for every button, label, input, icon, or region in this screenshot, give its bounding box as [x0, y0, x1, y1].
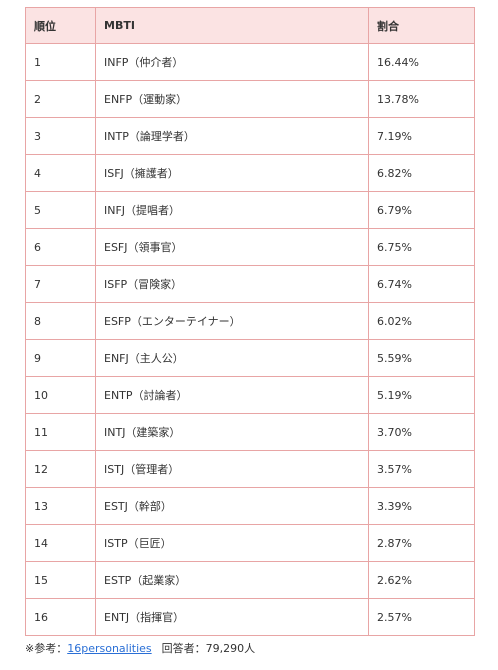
- note-prefix: ※参考：: [25, 642, 68, 655]
- mbti-type-cell: INFP（仲介者）: [95, 43, 369, 81]
- percent-cell: 6.79%: [368, 191, 475, 229]
- rank-cell: 15: [25, 561, 96, 599]
- rank-cell: 8: [25, 302, 96, 340]
- mbti-type-cell: ESTJ（幹部）: [95, 487, 369, 525]
- mbti-type-cell: ESFJ（領事官）: [95, 228, 369, 266]
- rank-cell: 2: [25, 80, 96, 118]
- table-row: 1 INFP（仲介者） 16.44%: [25, 43, 475, 81]
- table-row: 3 INTP（論理学者） 7.19%: [25, 117, 475, 155]
- percent-cell: 6.02%: [368, 302, 475, 340]
- rank-cell: 7: [25, 265, 96, 303]
- percent-cell: 6.74%: [368, 265, 475, 303]
- rank-cell: 1: [25, 43, 96, 81]
- mbti-type-cell: ISTJ（管理者）: [95, 450, 369, 488]
- percent-cell: 6.82%: [368, 154, 475, 192]
- rank-cell: 16: [25, 598, 96, 636]
- table-row: 9 ENFJ（主人公） 5.59%: [25, 339, 475, 377]
- mbti-type-cell: ESTP（起業家）: [95, 561, 369, 599]
- rank-cell: 6: [25, 228, 96, 266]
- percent-cell: 13.78%: [368, 80, 475, 118]
- percent-cell: 6.75%: [368, 228, 475, 266]
- table-row: 10 ENTP（討論者） 5.19%: [25, 376, 475, 414]
- rank-cell: 3: [25, 117, 96, 155]
- mbti-type-cell: ISFJ（擁護者）: [95, 154, 369, 192]
- table-row: 7 ISFP（冒険家） 6.74%: [25, 265, 475, 303]
- header-mbti: MBTI: [95, 7, 369, 44]
- rank-cell: 14: [25, 524, 96, 562]
- percent-cell: 5.59%: [368, 339, 475, 377]
- table-row: 15 ESTP（起業家） 2.62%: [25, 561, 475, 599]
- mbti-type-cell: INTP（論理学者）: [95, 117, 369, 155]
- table-row: 13 ESTJ（幹部） 3.39%: [25, 487, 475, 525]
- table-row: 16 ENTJ（指揮官） 2.57%: [25, 598, 475, 636]
- table-row: 12 ISTJ（管理者） 3.57%: [25, 450, 475, 488]
- mbti-type-cell: ENTP（討論者）: [95, 376, 369, 414]
- header-rank: 順位: [25, 7, 96, 44]
- percent-cell: 2.57%: [368, 598, 475, 636]
- table-header-row: 順位 MBTI 割合: [25, 7, 475, 44]
- rank-cell: 9: [25, 339, 96, 377]
- mbti-type-cell: INTJ（建築家）: [95, 413, 369, 451]
- table-body: 1 INFP（仲介者） 16.44% 2 ENFP（運動家） 13.78% 3 INTP（論理…: [25, 43, 475, 636]
- header-percent: 割合: [368, 7, 475, 44]
- mbti-type-cell: ENFJ（主人公）: [95, 339, 369, 377]
- percent-cell: 2.87%: [368, 524, 475, 562]
- percent-cell: 16.44%: [368, 43, 475, 81]
- percent-cell: 5.19%: [368, 376, 475, 414]
- table-row: 4 ISFJ（擁護者） 6.82%: [25, 154, 475, 192]
- mbti-type-cell: ENFP（運動家）: [95, 80, 369, 118]
- table-row: 14 ISTP（巨匠） 2.87%: [25, 524, 475, 562]
- ranking-table-container: 順位 MBTI 割合 1 INFP（仲介者） 16.44% 2 ENFP（運動家） 13.…: [25, 7, 475, 636]
- percent-cell: 2.62%: [368, 561, 475, 599]
- rank-cell: 4: [25, 154, 96, 192]
- mbti-type-cell: ESFP（エンターテイナー）: [95, 302, 369, 340]
- mbti-ranking-table: 順位 MBTI 割合 1 INFP（仲介者） 16.44% 2 ENFP（運動家） 13.…: [25, 7, 475, 636]
- table-row: 11 INTJ（建築家） 3.70%: [25, 413, 475, 451]
- percent-cell: 3.70%: [368, 413, 475, 451]
- percent-cell: 7.19%: [368, 117, 475, 155]
- percent-cell: 3.57%: [368, 450, 475, 488]
- table-row: 8 ESFP（エンターテイナー） 6.02%: [25, 302, 475, 340]
- rank-cell: 10: [25, 376, 96, 414]
- rank-cell: 12: [25, 450, 96, 488]
- rank-cell: 5: [25, 191, 96, 229]
- percent-cell: 3.39%: [368, 487, 475, 525]
- respondent-count: 回答者：79,290人: [161, 642, 256, 655]
- table-row: 2 ENFP（運動家） 13.78%: [25, 80, 475, 118]
- source-link[interactable]: 16personalities: [67, 642, 152, 655]
- table-row: 6 ESFJ（領事官） 6.75%: [25, 228, 475, 266]
- mbti-type-cell: INFJ（提唱者）: [95, 191, 369, 229]
- mbti-type-cell: ISFP（冒険家）: [95, 265, 369, 303]
- rank-cell: 13: [25, 487, 96, 525]
- source-note: ※参考：16personalities 回答者：79,290人: [25, 640, 255, 656]
- mbti-type-cell: ENTJ（指揮官）: [95, 598, 369, 636]
- rank-cell: 11: [25, 413, 96, 451]
- table-row: 5 INFJ（提唱者） 6.79%: [25, 191, 475, 229]
- mbti-type-cell: ISTP（巨匠）: [95, 524, 369, 562]
